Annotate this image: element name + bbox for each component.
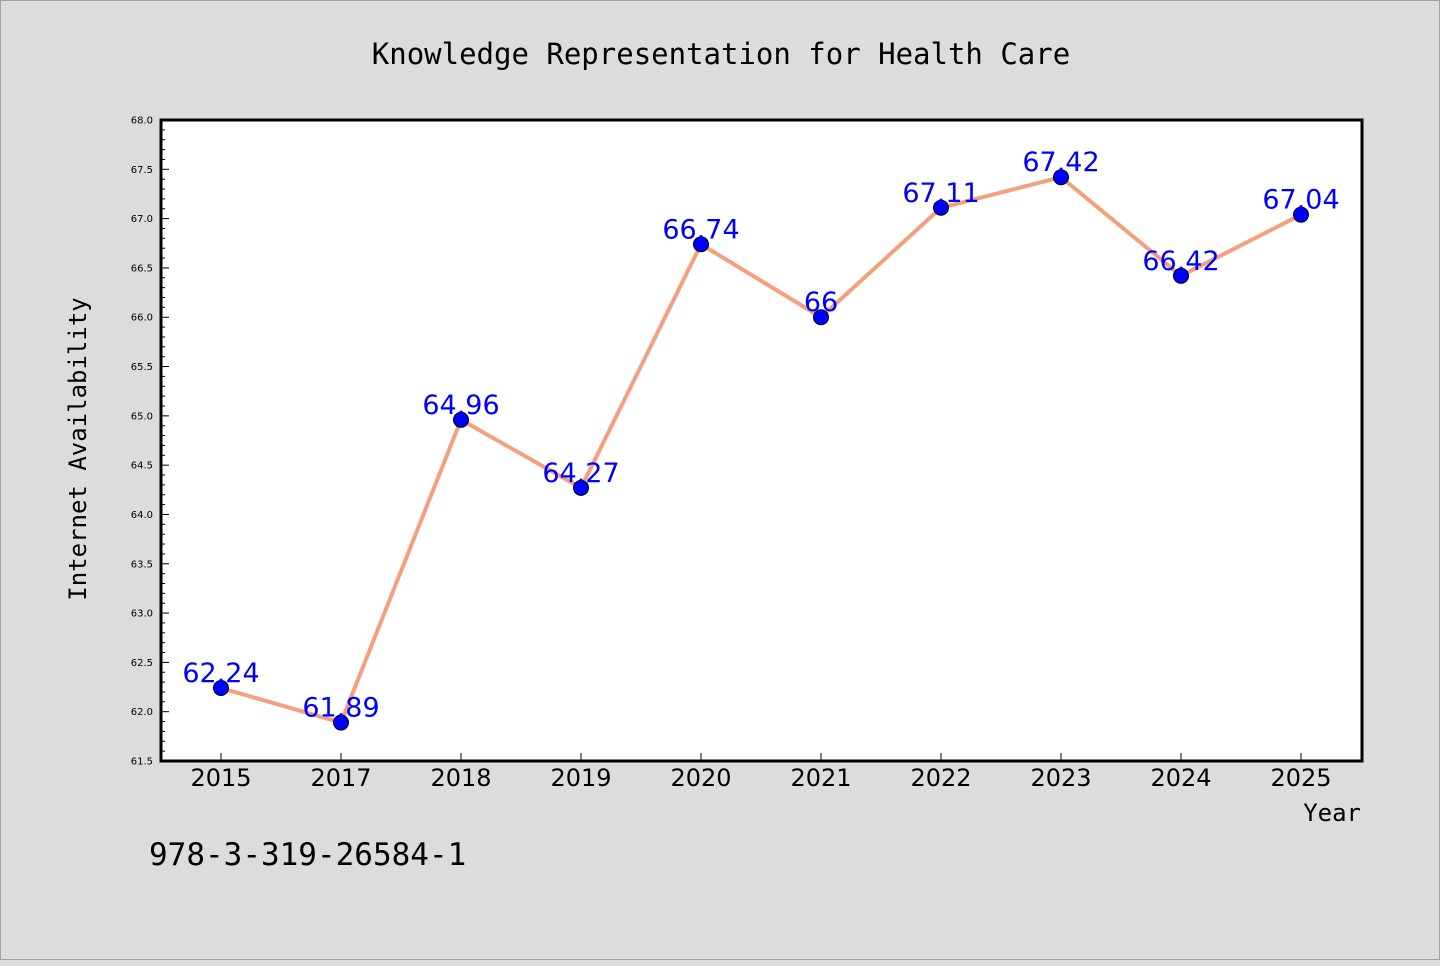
- data-label: 66: [804, 287, 838, 318]
- y-tick-label: 66.0: [131, 313, 153, 324]
- y-tick-label: 62.0: [131, 707, 153, 718]
- data-label: 66.42: [1142, 246, 1219, 277]
- data-label: 62.24: [182, 658, 259, 689]
- data-label: 67.42: [1022, 147, 1099, 178]
- data-label: 67.04: [1262, 185, 1339, 216]
- x-tick-label: 2024: [1150, 764, 1211, 792]
- x-tick-label: 2021: [790, 764, 851, 792]
- y-tick-label: 67.5: [131, 165, 153, 176]
- x-axis: 2015 2017 2018 2019 2020 2021 2022 2023 2024 2025: [190, 753, 1332, 792]
- data-label: 61.89: [302, 693, 379, 724]
- data-point: [693, 236, 709, 253]
- x-tick-label: 2023: [1030, 764, 1091, 792]
- x-tick-label: 2025: [1270, 764, 1331, 792]
- data-label: 64.96: [422, 390, 499, 421]
- y-axis: 61.5 62.0 62.5 63.0 63.5 64.0 64.5 65.0 65.5 66.0…: [131, 116, 169, 768]
- data-label: 67.11: [902, 178, 979, 209]
- x-axis-label: Year: [1303, 799, 1361, 827]
- data-point: [813, 309, 829, 326]
- plot-area: [159, 118, 1364, 763]
- data-point: [1293, 206, 1309, 223]
- x-tick-label: 2018: [430, 764, 491, 792]
- x-tick-label: 2017: [310, 764, 371, 792]
- y-tick-label: 65.0: [131, 411, 153, 422]
- chart-title: Knowledge Representation for Health Care: [372, 37, 1070, 71]
- x-tick-label: 2020: [670, 764, 731, 792]
- footer-text: 978-3-319-26584-1: [149, 837, 466, 873]
- data-point: [573, 479, 589, 496]
- x-tick-label: 2015: [190, 764, 251, 792]
- y-axis-label: Internet Availability: [64, 297, 92, 600]
- data-point: [333, 714, 349, 731]
- data-point: [453, 411, 469, 428]
- y-tick-label: 67.0: [131, 214, 153, 225]
- x-tick-label: 2022: [910, 764, 971, 792]
- y-tick-label: 65.5: [131, 362, 153, 373]
- data-label: 64.27: [542, 458, 619, 489]
- series-group: 62.24 61.89 64.96 64.27 66.74 66 67.11 67.42 66.…: [182, 147, 1340, 731]
- data-point: [1053, 169, 1069, 186]
- series-line: [220, 175, 1302, 725]
- y-tick-label: 63.0: [131, 609, 153, 620]
- data-point: [213, 680, 229, 697]
- y-tick-label: 64.5: [131, 461, 153, 472]
- y-tick-label: 62.5: [131, 658, 153, 669]
- x-tick-label: 2019: [550, 764, 611, 792]
- y-tick-label: 63.5: [131, 559, 153, 570]
- data-point: [1173, 267, 1189, 284]
- y-tick-label: 68.0: [131, 116, 153, 127]
- y-tick-label: 64.0: [131, 510, 153, 521]
- y-tick-label: 61.5: [131, 757, 153, 768]
- data-label: 66.74: [662, 214, 739, 245]
- y-tick-label: 66.5: [131, 263, 153, 274]
- data-point: [933, 199, 949, 216]
